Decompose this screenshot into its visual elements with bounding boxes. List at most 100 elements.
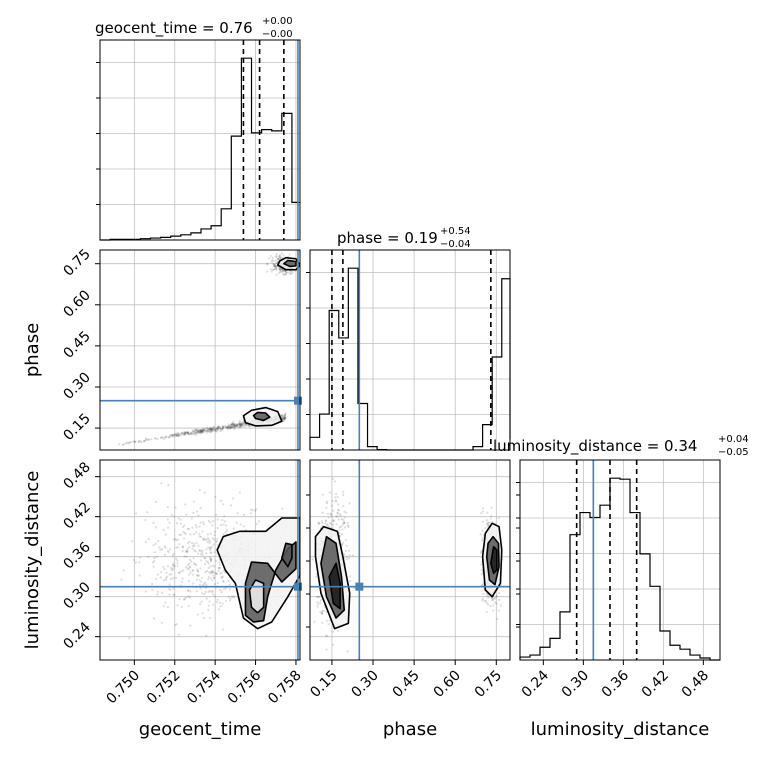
sample-point	[218, 563, 221, 566]
sample-point	[221, 518, 224, 522]
y-tick-label-phase: 0.60	[60, 287, 93, 320]
sample-point	[481, 510, 485, 513]
sample-point	[277, 257, 280, 260]
sample-point	[340, 543, 344, 546]
sample-point	[202, 429, 205, 432]
sample-point	[320, 520, 324, 523]
sample-point	[167, 526, 170, 529]
sample-point	[196, 431, 199, 434]
sample-point	[168, 521, 171, 524]
sample-point	[271, 259, 274, 262]
sample-point	[152, 617, 156, 620]
sample-point	[202, 523, 206, 526]
sample-point	[210, 560, 213, 563]
sample-point	[212, 571, 215, 575]
sample-point	[232, 426, 235, 429]
sample-point	[175, 623, 178, 626]
sample-point	[209, 557, 212, 560]
sample-point	[191, 547, 194, 550]
sample-point	[117, 443, 121, 446]
sample-point	[326, 524, 330, 527]
sample-point	[132, 558, 135, 562]
sample-point	[328, 491, 332, 494]
sample-point	[342, 521, 346, 524]
sample-point	[278, 254, 281, 257]
sample-point	[195, 574, 198, 577]
sample-point	[150, 582, 154, 586]
sample-point	[201, 430, 204, 433]
sample-point	[239, 425, 243, 428]
sample-point	[194, 428, 197, 431]
sample-point	[279, 268, 282, 271]
sample-point	[481, 520, 484, 523]
sample-point	[275, 254, 278, 258]
sample-point	[483, 600, 486, 603]
sample-point	[272, 260, 275, 263]
sample-point	[204, 586, 207, 590]
sample-point	[283, 417, 286, 420]
sample-point	[482, 592, 485, 595]
sample-point	[205, 560, 208, 563]
sample-point	[315, 595, 319, 598]
sample-point	[195, 541, 198, 544]
sample-point	[209, 427, 212, 430]
sample-point	[207, 608, 210, 612]
sample-point	[342, 490, 345, 493]
sample-point	[209, 577, 212, 580]
sample-point	[327, 516, 330, 519]
sample-point	[208, 427, 211, 431]
sample-point	[201, 583, 204, 586]
sample-point	[221, 426, 225, 429]
sample-point	[324, 522, 327, 525]
x-tick-label-phase: 0.30	[348, 668, 381, 701]
sample-point	[243, 422, 246, 425]
sample-point	[164, 578, 168, 581]
sample-point	[236, 424, 239, 427]
sample-point	[162, 528, 165, 532]
sample-point	[199, 602, 202, 606]
sample-point	[338, 528, 341, 531]
sample-point	[490, 506, 493, 509]
sample-point	[207, 604, 211, 607]
sample-point	[183, 524, 186, 527]
sample-point	[239, 523, 242, 526]
sample-point	[226, 428, 229, 431]
sample-point	[225, 426, 229, 430]
density-contour	[248, 579, 265, 614]
sample-point	[343, 516, 346, 519]
sample-point	[209, 427, 212, 431]
sample-point	[225, 426, 228, 429]
sample-point	[160, 436, 163, 439]
sample-point	[497, 592, 500, 595]
sample-point	[217, 569, 220, 572]
sample-point	[232, 596, 235, 599]
sample-point	[188, 596, 192, 599]
sample-point	[205, 429, 208, 432]
sample-point	[187, 595, 190, 598]
sample-point	[221, 425, 224, 428]
sample-point	[187, 562, 191, 565]
sample-point	[183, 555, 186, 558]
sample-point	[199, 553, 202, 556]
sample-point	[145, 438, 148, 441]
sample-point	[207, 428, 210, 431]
sample-point	[495, 595, 498, 598]
sample-point	[144, 518, 147, 522]
plot-layer: 0.750 0.752 0.754 0.756 0.758 0.15 0.30 0.45 0.6…	[60, 39, 721, 707]
sample-point	[317, 522, 320, 525]
sample-point	[164, 577, 168, 580]
sample-point	[177, 434, 180, 437]
sample-point	[275, 256, 278, 259]
sample-point	[197, 428, 200, 431]
sample-point	[185, 431, 189, 434]
sample-point	[211, 579, 214, 582]
sample-point	[283, 414, 286, 417]
sample-point	[189, 571, 192, 574]
sample-point	[196, 430, 199, 433]
sample-point	[269, 254, 272, 258]
sample-point	[207, 519, 211, 523]
sample-point	[195, 428, 198, 432]
sample-point	[181, 577, 184, 580]
truth-marker	[293, 582, 302, 591]
sample-point	[242, 422, 246, 425]
